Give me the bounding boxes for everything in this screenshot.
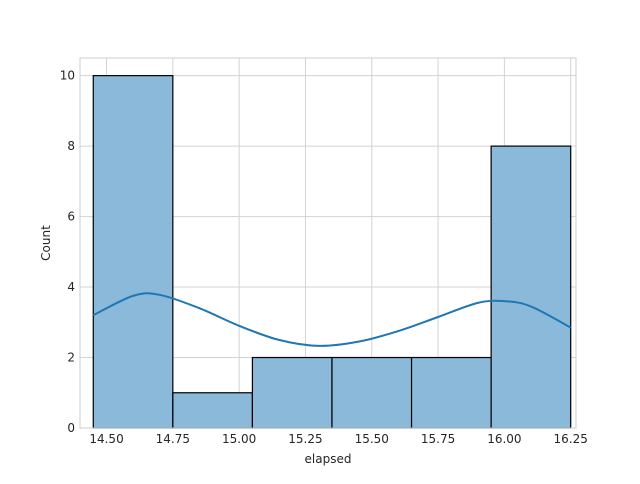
x-tick-label: 15.50	[355, 432, 389, 446]
histogram-bar-2	[172, 392, 254, 429]
y-tick-label: 0	[67, 421, 75, 435]
x-tick-label: 15.00	[222, 432, 256, 446]
x-tick-label: 14.75	[156, 432, 190, 446]
x-tick-label: 15.25	[288, 432, 322, 446]
y-tick-labels: 0 2 4 6 8 10	[60, 69, 75, 435]
x-tick-label: 16.00	[487, 432, 521, 446]
y-tick-label: 6	[67, 210, 75, 224]
x-tick-label: 14.50	[89, 432, 123, 446]
histogram-bar-4	[331, 356, 413, 429]
histogram-bar-1	[92, 75, 174, 429]
axes-frame	[79, 57, 577, 429]
bar-layer	[92, 75, 572, 429]
x-axis-label: elapsed	[305, 452, 352, 466]
x-tick-label: 15.75	[421, 432, 455, 446]
kde-layer	[92, 292, 572, 347]
x-tick-label: 16.25	[554, 432, 588, 446]
y-tick-label: 8	[67, 139, 75, 153]
x-tick-labels: 14.50 14.75 15.00 15.25 15.50 15.75 16.00 16.25	[89, 432, 588, 446]
kde-curve	[92, 292, 572, 347]
y-tick-label: 2	[67, 351, 75, 365]
histogram-bar-3	[251, 356, 333, 429]
y-tick-label: 10	[60, 69, 75, 83]
y-tick-label: 4	[67, 280, 75, 294]
y-axis-label: Count	[39, 225, 53, 261]
histogram-bar-5	[410, 356, 492, 429]
histogram-bar-6	[490, 145, 572, 429]
